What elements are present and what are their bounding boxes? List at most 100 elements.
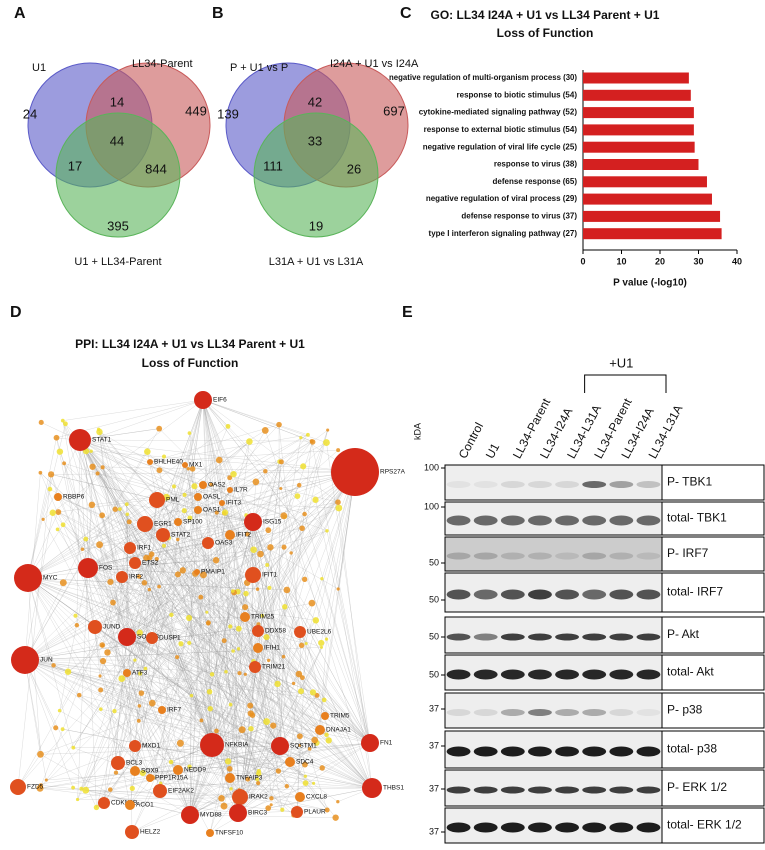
band bbox=[637, 516, 661, 526]
row-label: total- IRF7 bbox=[667, 585, 723, 599]
node bbox=[156, 426, 162, 432]
band bbox=[555, 787, 579, 794]
gene-label: BCL3 bbox=[126, 760, 143, 767]
band bbox=[447, 787, 471, 794]
gene-node bbox=[156, 528, 170, 542]
gene-label: FOS bbox=[99, 565, 113, 572]
gene-node bbox=[229, 804, 247, 822]
node bbox=[205, 611, 208, 614]
gene-node bbox=[130, 766, 140, 776]
node bbox=[178, 641, 183, 646]
band bbox=[501, 590, 525, 600]
region-count: 17 bbox=[68, 158, 82, 173]
node bbox=[61, 522, 66, 527]
band bbox=[582, 590, 606, 600]
node bbox=[306, 433, 310, 437]
gene-node bbox=[88, 620, 102, 634]
y-tick-label: negative regulation of viral process (29… bbox=[426, 194, 577, 203]
node bbox=[206, 620, 211, 625]
band bbox=[501, 670, 525, 680]
band bbox=[609, 553, 633, 560]
gene-node bbox=[245, 567, 261, 583]
gene-node bbox=[249, 661, 261, 673]
gene-node bbox=[200, 733, 224, 757]
node bbox=[65, 669, 71, 675]
gene-node bbox=[54, 493, 62, 501]
gene-label: PLAUR bbox=[304, 809, 326, 816]
node bbox=[76, 798, 79, 801]
gene-label: IFIT3 bbox=[226, 500, 242, 507]
band bbox=[609, 590, 633, 600]
node bbox=[169, 760, 174, 765]
region-count: 111 bbox=[263, 158, 283, 173]
node bbox=[208, 706, 213, 711]
node bbox=[48, 471, 54, 477]
node bbox=[303, 780, 309, 786]
node bbox=[239, 726, 246, 733]
node bbox=[100, 658, 106, 664]
node bbox=[188, 431, 192, 435]
node bbox=[53, 725, 58, 730]
node bbox=[263, 634, 269, 640]
node bbox=[270, 722, 276, 728]
node bbox=[77, 693, 82, 698]
x-axis-label: P value (-log10) bbox=[613, 278, 687, 289]
gene-node bbox=[118, 628, 136, 646]
node bbox=[257, 551, 264, 558]
node bbox=[175, 655, 179, 659]
node bbox=[231, 649, 235, 653]
gene-label: STAT1 bbox=[92, 437, 112, 444]
gene-node bbox=[194, 569, 200, 575]
row-label: P- IRF7 bbox=[667, 546, 709, 560]
gene-label: JUND bbox=[103, 624, 121, 631]
gene-label: OASL bbox=[203, 494, 221, 501]
y-tick-label: defense response (65) bbox=[493, 177, 578, 186]
gene-node bbox=[252, 625, 264, 637]
band bbox=[501, 634, 525, 641]
chart-subtitle: Loss of Function bbox=[497, 26, 594, 40]
band bbox=[447, 670, 471, 680]
gene-label: IFIT1 bbox=[262, 572, 278, 579]
gene-label: IFIT2 bbox=[236, 532, 252, 539]
lane-label: U1 bbox=[483, 440, 503, 460]
node bbox=[265, 563, 269, 567]
band bbox=[447, 553, 471, 560]
node bbox=[94, 805, 99, 810]
node bbox=[138, 704, 142, 708]
gene-node bbox=[240, 612, 250, 622]
node bbox=[98, 687, 103, 692]
gene-label: ISG15 bbox=[263, 519, 282, 526]
gene-node bbox=[146, 774, 154, 782]
gene-node bbox=[153, 784, 167, 798]
band bbox=[447, 481, 471, 488]
node bbox=[319, 765, 324, 770]
row-label: total- ERK 1/2 bbox=[667, 818, 742, 832]
node bbox=[149, 700, 156, 707]
band bbox=[637, 747, 661, 757]
band bbox=[582, 481, 606, 488]
gene-label: DDX58 bbox=[265, 628, 286, 635]
band bbox=[501, 516, 525, 526]
node bbox=[312, 497, 318, 503]
gene-label: UBE2L6 bbox=[307, 629, 332, 636]
band bbox=[582, 670, 606, 680]
x-tick-label: 30 bbox=[693, 256, 703, 266]
gene-node bbox=[295, 792, 305, 802]
gene-label: TRIM5 bbox=[330, 713, 350, 720]
unit-label: kDA bbox=[412, 423, 422, 440]
band bbox=[609, 709, 633, 716]
set-label: L31A + U1 vs L31A bbox=[269, 256, 364, 268]
region-count: 24 bbox=[23, 106, 37, 121]
marker-label: 50 bbox=[429, 557, 439, 567]
node bbox=[263, 718, 270, 725]
gene-node bbox=[227, 487, 233, 493]
y-tick-label: cytokine-mediated signaling pathway (52) bbox=[419, 108, 578, 117]
band bbox=[609, 516, 633, 526]
band bbox=[582, 823, 606, 833]
gene-label: MXD1 bbox=[142, 743, 160, 750]
gene-node bbox=[232, 789, 248, 805]
band bbox=[474, 787, 498, 794]
node bbox=[148, 588, 151, 591]
node bbox=[304, 775, 307, 778]
node bbox=[309, 600, 316, 607]
